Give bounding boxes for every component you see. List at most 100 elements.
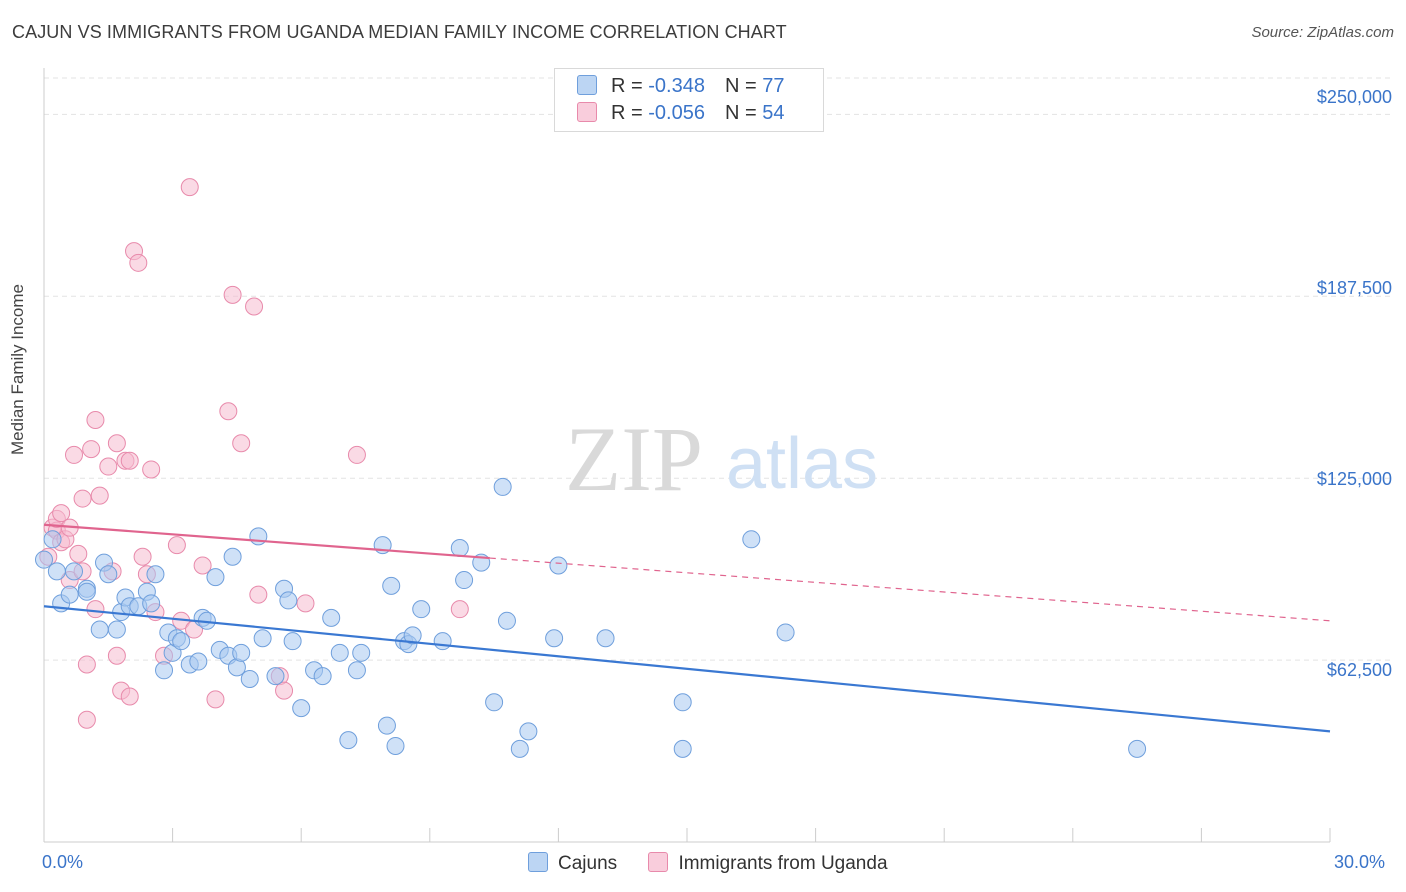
series-legend-cajun: Cajuns xyxy=(528,852,617,875)
point-cajun xyxy=(450,539,469,558)
legend-row-cajun: R = -0.348 N = 77 xyxy=(577,75,784,101)
point-cajun xyxy=(322,608,341,627)
grid-lines xyxy=(44,77,1394,661)
point-uganda xyxy=(120,451,139,470)
legend-r-label: R = xyxy=(611,102,649,124)
point-cajun xyxy=(172,632,191,651)
legend-n-label: N = xyxy=(724,75,763,97)
point-cajun xyxy=(240,670,259,689)
legend-row-uganda: R = -0.056 N = 54 xyxy=(577,102,784,128)
point-cajun xyxy=(352,643,371,662)
point-uganda xyxy=(245,297,264,316)
point-cajun xyxy=(313,667,332,686)
point-cajun xyxy=(77,582,96,601)
point-uganda xyxy=(73,489,92,508)
point-uganda xyxy=(180,178,199,197)
trend-lines xyxy=(43,523,1331,733)
point-cajun xyxy=(47,562,66,581)
point-cajun xyxy=(742,530,761,549)
point-cajun xyxy=(485,693,504,712)
point-cajun xyxy=(189,652,208,671)
point-cajun xyxy=(673,693,692,712)
point-cajun xyxy=(60,585,79,604)
legend-r-value-uganda: -0.056 xyxy=(648,102,705,124)
point-uganda xyxy=(450,600,469,619)
series-label-cajun: Cajuns xyxy=(558,853,618,874)
point-cajun xyxy=(266,667,285,686)
point-uganda xyxy=(77,655,96,674)
point-uganda xyxy=(107,646,126,665)
point-uganda xyxy=(86,600,105,619)
point-cajun xyxy=(223,547,242,566)
point-cajun xyxy=(1128,739,1147,758)
trend-line-extension-uganda xyxy=(489,557,1331,622)
point-uganda xyxy=(223,285,242,304)
point-uganda xyxy=(296,594,315,613)
point-cajun xyxy=(283,632,302,651)
legend-swatch-cajun xyxy=(577,75,597,95)
point-uganda xyxy=(86,410,105,429)
chart-title: CAJUN VS IMMIGRANTS FROM UGANDA MEDIAN F… xyxy=(12,22,787,42)
point-uganda xyxy=(107,434,126,453)
point-cajun xyxy=(107,620,126,639)
point-uganda xyxy=(206,690,225,709)
point-cajun xyxy=(377,716,396,735)
legend-r-value-cajun: -0.348 xyxy=(648,75,705,97)
point-uganda xyxy=(142,460,161,479)
point-cajun xyxy=(412,600,431,619)
trend-line-cajun xyxy=(43,605,1331,733)
point-uganda xyxy=(65,445,84,464)
y-tick-label-250000: $250,000 xyxy=(1316,87,1392,107)
point-cajun xyxy=(142,594,161,613)
point-cajun xyxy=(386,736,405,755)
point-uganda xyxy=(133,547,152,566)
point-cajun xyxy=(90,620,109,639)
series-cajun xyxy=(35,477,1147,758)
point-cajun xyxy=(382,576,401,595)
point-uganda xyxy=(193,556,212,575)
legend-n-label: N = xyxy=(724,102,763,124)
point-cajun xyxy=(455,571,474,590)
point-cajun xyxy=(403,626,422,645)
point-cajun xyxy=(65,562,84,581)
correlation-legend: R = -0.348 N = 77 R = -0.056 N = 54 xyxy=(554,68,824,132)
series-legend: Cajuns Immigrants from Uganda xyxy=(528,852,914,875)
point-cajun xyxy=(206,568,225,587)
point-cajun xyxy=(253,629,272,648)
point-uganda xyxy=(77,710,96,729)
y-tick-label-187500: $187,500 xyxy=(1316,278,1392,298)
point-cajun xyxy=(35,550,53,569)
point-cajun xyxy=(330,643,349,662)
legend-swatch-uganda xyxy=(577,102,597,122)
series-legend-uganda: Immigrants from Uganda xyxy=(648,852,888,875)
point-cajun xyxy=(497,611,516,630)
x-tick-label-max: 30.0% xyxy=(1334,852,1386,872)
point-cajun xyxy=(673,739,692,758)
point-uganda xyxy=(347,445,366,464)
axes xyxy=(43,68,1331,843)
point-cajun xyxy=(549,556,568,575)
point-cajun xyxy=(249,527,268,546)
point-uganda xyxy=(249,585,268,604)
point-uganda xyxy=(167,536,186,555)
point-uganda xyxy=(120,687,139,706)
point-cajun xyxy=(545,629,564,648)
point-cajun xyxy=(433,632,452,651)
point-cajun xyxy=(347,661,366,680)
point-cajun xyxy=(510,739,529,758)
y-tick-label-62500: $62,500 xyxy=(1326,660,1392,680)
point-cajun xyxy=(292,699,311,718)
point-cajun xyxy=(339,731,358,750)
legend-n-value-uganda: 54 xyxy=(762,102,785,124)
point-cajun xyxy=(43,530,62,549)
point-cajun xyxy=(232,643,251,662)
series-swatch-cajun xyxy=(528,852,548,872)
point-cajun xyxy=(146,565,165,584)
point-cajun xyxy=(596,629,615,648)
point-cajun xyxy=(99,565,118,584)
watermark-atlas: atlas xyxy=(726,424,878,504)
x-tick-label-min: 0.0% xyxy=(42,852,84,872)
point-uganda xyxy=(90,486,109,505)
point-uganda xyxy=(52,504,71,523)
